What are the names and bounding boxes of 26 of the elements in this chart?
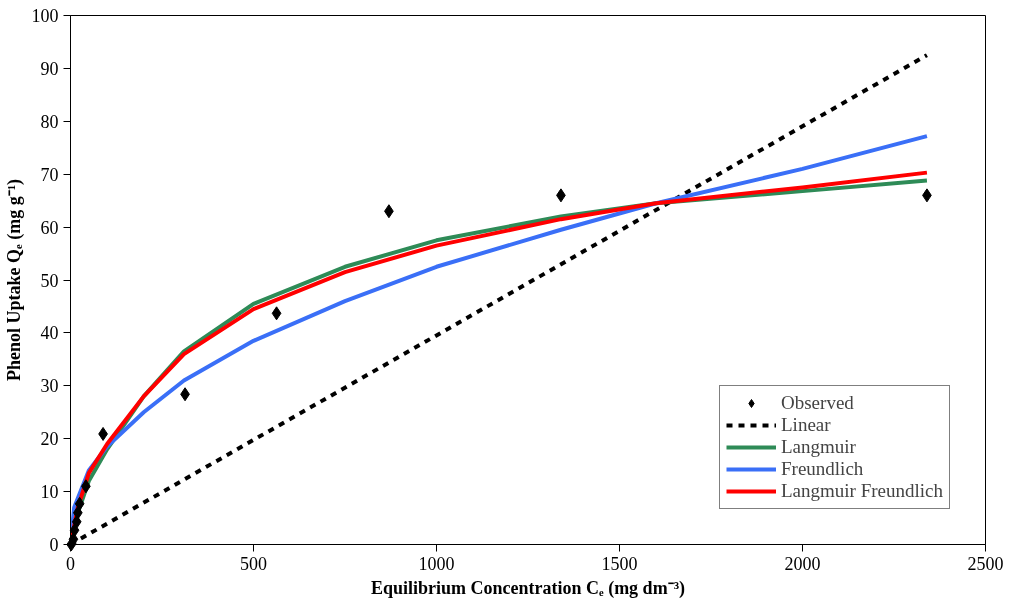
y-tick-label: 10 (40, 482, 59, 503)
y-tick-label: 50 (40, 270, 59, 291)
y-tick-label: 90 (40, 58, 59, 79)
x-tick-label: 500 (240, 553, 267, 574)
y-tick-label: 80 (40, 111, 59, 132)
y-tick-label: 70 (40, 164, 59, 185)
y-tick-label: 60 (40, 217, 59, 238)
x-tick-label: 2500 (967, 553, 1004, 574)
point (271, 306, 282, 321)
legend-label: Langmuir (781, 436, 856, 458)
legend-label: Langmuir Freundlich (781, 480, 943, 502)
y-tick-label: 30 (40, 376, 59, 397)
y-axis-title: Phenol Uptake Qₑ (mg g⁻¹) (3, 178, 25, 382)
x-tick-label: 2000 (784, 553, 821, 574)
x-axis-title: Equilibrium Concentration Cₑ (mg dm⁻³) (370, 577, 686, 599)
y-tick-label: 0 (49, 535, 59, 555)
legend-label: Linear (781, 414, 831, 436)
legend-label: Observed (781, 392, 854, 414)
x-tick-label: 0 (66, 553, 75, 574)
point (74, 496, 85, 511)
y-tick-label: 20 (40, 429, 59, 450)
y-tick-label: 100 (31, 6, 59, 26)
x-tick-label: 1000 (418, 553, 455, 574)
y-tick-label: 40 (40, 323, 59, 344)
legend-label: Freundlich (781, 458, 864, 480)
x-tick-label: 1500 (601, 553, 638, 574)
